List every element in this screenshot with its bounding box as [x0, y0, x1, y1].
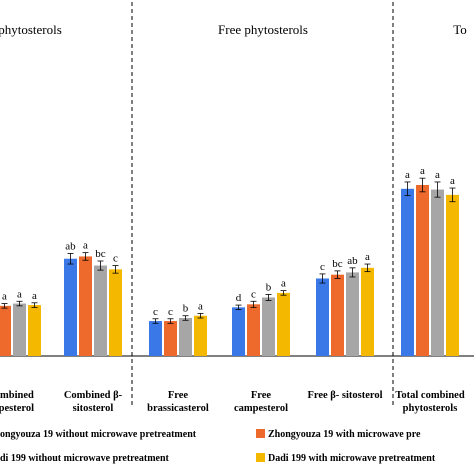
significance-label: bc	[95, 248, 106, 260]
legend-label: ongyouza 19 without microwave pretreatme…	[0, 429, 197, 440]
legend-swatch	[256, 453, 265, 462]
bar	[194, 315, 207, 356]
significance-label: a	[450, 175, 455, 187]
bar	[28, 305, 41, 356]
bar	[416, 185, 429, 356]
significance-label: a	[281, 278, 286, 290]
bar	[149, 321, 162, 356]
significance-label: a	[365, 251, 370, 263]
significance-label: b	[266, 281, 272, 293]
significance-label: a	[32, 290, 37, 302]
category-label: Total combined	[395, 390, 464, 401]
legend-label: di 199 without microwave pretreatment	[0, 453, 170, 464]
bar	[277, 292, 290, 356]
bar	[109, 269, 122, 356]
bar	[247, 304, 260, 356]
category-label: brassicasterol	[147, 403, 209, 414]
bar	[0, 305, 11, 356]
significance-label: a	[17, 288, 22, 300]
bar	[64, 258, 77, 356]
legend-label: Zhongyouza 19 with microwave pre	[268, 429, 421, 440]
significance-label: a	[198, 300, 203, 312]
significance-label: a	[405, 169, 410, 181]
significance-label: ab	[347, 255, 358, 267]
bar	[446, 194, 459, 356]
section-title: Free phytosterols	[218, 22, 308, 37]
significance-label: ab	[65, 240, 76, 252]
significance-label: c	[168, 306, 173, 318]
significance-label: a	[420, 165, 425, 177]
legend-swatch	[256, 429, 265, 438]
significance-label: d	[236, 292, 242, 304]
section-titles: phytosterols Free phytosterols To	[0, 22, 467, 37]
bar	[401, 188, 414, 356]
bar	[361, 267, 374, 356]
legend: ongyouza 19 without microwave pretreatme…	[0, 429, 436, 464]
section-title: phytosterols	[0, 22, 62, 37]
significance-label: b	[183, 303, 189, 315]
bar	[316, 278, 329, 356]
category-label: Free	[168, 390, 189, 401]
legend-label: Dadi 199 with microwave pretreatment	[268, 453, 436, 464]
bar	[79, 256, 92, 356]
significance-label: a	[435, 169, 440, 181]
significance-label: c	[320, 261, 325, 273]
section-title: To	[453, 22, 467, 37]
category-label: Free	[251, 390, 272, 401]
bar	[431, 189, 444, 356]
significance-label: c	[113, 253, 118, 265]
bar	[262, 297, 275, 356]
bar	[164, 321, 177, 356]
bar	[13, 303, 26, 356]
bar	[331, 274, 344, 356]
bar	[232, 307, 245, 356]
significance-label: a	[2, 291, 7, 303]
bar	[179, 318, 192, 356]
category-label: mpesterol	[0, 403, 34, 414]
category-label: campesterol	[234, 403, 288, 414]
significance-label: a	[83, 240, 88, 252]
significance-label: bc	[332, 258, 343, 270]
category-label: Combined β-	[64, 390, 123, 401]
category-label: Free β- sitosterol	[307, 390, 382, 401]
bar	[94, 265, 107, 356]
category-label: phytosterols	[403, 403, 458, 414]
category-label: combined	[0, 390, 34, 401]
category-label: sitosterol	[73, 403, 114, 414]
category-labels: combined mpesterol Combined β-sitosterol Fr…	[0, 390, 465, 414]
significance-label: c	[153, 306, 158, 318]
significance-label: c	[251, 288, 256, 300]
bar	[346, 272, 359, 356]
